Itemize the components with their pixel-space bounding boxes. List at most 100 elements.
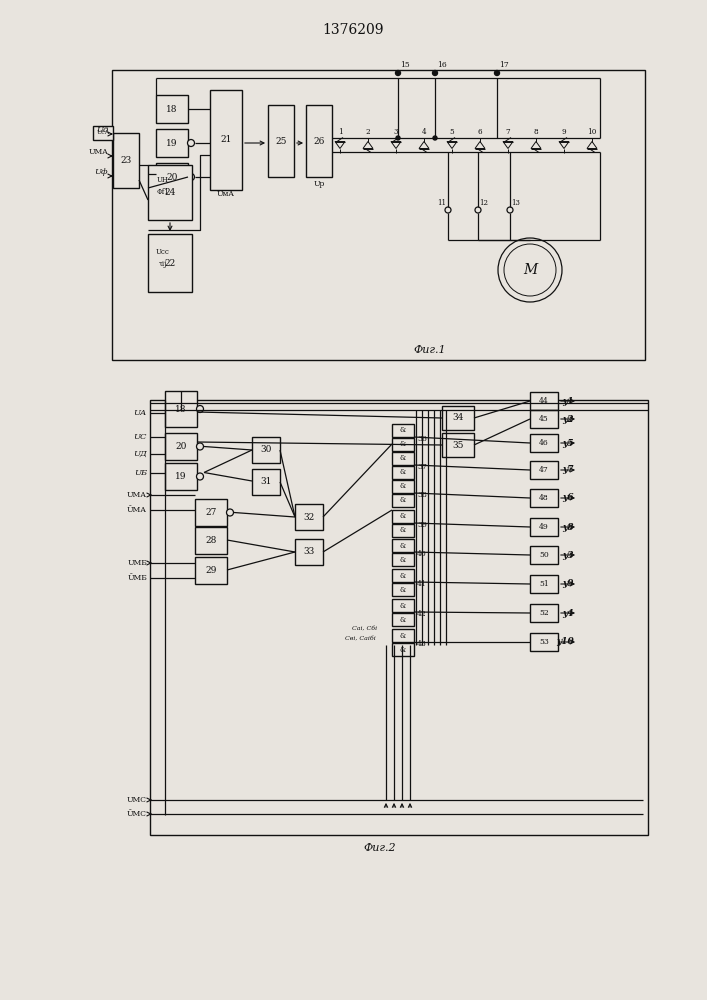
Text: 34: 34 [452, 414, 464, 422]
Text: 3: 3 [394, 128, 398, 136]
Bar [156, 95, 188, 123]
Polygon shape [419, 141, 429, 148]
Text: Uсс: Uсс [156, 248, 170, 256]
Bar [156, 129, 188, 157]
Bar [210, 90, 242, 190]
Text: 53: 53 [539, 638, 549, 646]
Bar [268, 105, 294, 177]
Bar [165, 391, 197, 427]
Text: 18: 18 [166, 104, 177, 113]
Circle shape [433, 136, 437, 140]
Text: M: M [523, 263, 537, 277]
Text: 19: 19 [166, 138, 177, 147]
Text: 11: 11 [437, 199, 446, 207]
Bar [392, 494, 414, 507]
Text: 47: 47 [539, 466, 549, 474]
Text: 21: 21 [221, 135, 232, 144]
Text: 33: 33 [303, 548, 315, 556]
Bar [295, 504, 323, 530]
Text: 26: 26 [313, 136, 325, 145]
Bar [165, 433, 197, 460]
Text: 41: 41 [417, 580, 427, 588]
Text: 45: 45 [539, 415, 549, 423]
Bar [392, 510, 414, 523]
Text: 39: 39 [417, 521, 427, 529]
Text: 46: 46 [539, 439, 549, 447]
Text: UМA: UМA [88, 148, 108, 156]
Bar [392, 452, 414, 465]
Text: 13: 13 [511, 199, 520, 207]
Text: y10: y10 [556, 638, 574, 647]
Text: UА: UА [134, 409, 147, 417]
Bar [392, 553, 414, 566]
Circle shape [498, 238, 562, 302]
Text: 36: 36 [417, 435, 427, 443]
Bar [93, 126, 113, 140]
Text: y9: y9 [563, 580, 574, 588]
Text: 4: 4 [421, 128, 426, 136]
Bar [392, 480, 414, 493]
Bar [392, 599, 414, 612]
Circle shape [504, 244, 556, 296]
Bar [392, 424, 414, 437]
Text: &: & [400, 526, 406, 534]
Text: &: & [400, 632, 406, 640]
Text: 35: 35 [452, 440, 464, 450]
Bar [295, 539, 323, 565]
Bar [148, 234, 192, 292]
Text: Uд: Uд [95, 126, 108, 134]
Circle shape [494, 70, 500, 76]
Text: &: & [400, 512, 406, 520]
Text: ŪМС: ŪМС [127, 810, 147, 818]
Text: 27: 27 [205, 508, 216, 517]
Text: 19: 19 [175, 472, 187, 481]
Text: &: & [400, 542, 406, 550]
Text: 24: 24 [164, 188, 175, 197]
Bar [392, 524, 414, 537]
Text: &: & [400, 468, 406, 477]
Polygon shape [503, 141, 513, 148]
Bar [530, 434, 558, 452]
Text: 42: 42 [417, 610, 427, 618]
Text: y4: y4 [563, 608, 574, 617]
Text: 28: 28 [205, 536, 216, 545]
Text: y2: y2 [563, 414, 574, 424]
Bar [392, 466, 414, 479]
Polygon shape [335, 141, 345, 148]
Circle shape [197, 473, 204, 480]
Circle shape [197, 406, 204, 412]
Text: 17: 17 [499, 61, 509, 69]
Text: 48: 48 [539, 494, 549, 502]
Text: Cаi, Cбi: Cаi, Cбi [352, 626, 378, 631]
Text: UБ: UБ [134, 469, 147, 477]
Circle shape [475, 207, 481, 213]
Text: 31: 31 [260, 478, 271, 487]
Bar [252, 437, 280, 463]
Bar [392, 583, 414, 596]
Text: &: & [400, 454, 406, 462]
Circle shape [197, 443, 204, 450]
Bar [530, 392, 558, 410]
Text: 40: 40 [417, 550, 427, 558]
Text: 37: 37 [417, 463, 427, 471]
Circle shape [395, 70, 400, 76]
Text: 9: 9 [561, 128, 566, 136]
Bar [156, 163, 188, 191]
Text: &: & [400, 426, 406, 434]
Text: UмA: UмA [217, 190, 235, 198]
Text: 8: 8 [534, 128, 538, 136]
Text: 51: 51 [539, 580, 549, 588]
Text: τij: τij [159, 260, 167, 268]
Text: 7: 7 [506, 128, 510, 136]
Text: 20: 20 [175, 442, 187, 451]
Text: UМБ: UМБ [127, 559, 147, 567]
Bar [530, 410, 558, 428]
Text: 10: 10 [588, 128, 597, 136]
Text: UМА: UМА [127, 491, 147, 499]
Bar [530, 633, 558, 651]
Circle shape [187, 174, 194, 180]
Text: 25: 25 [275, 136, 287, 145]
Polygon shape [475, 141, 485, 148]
Bar [530, 518, 558, 536]
Text: &: & [400, 496, 406, 504]
